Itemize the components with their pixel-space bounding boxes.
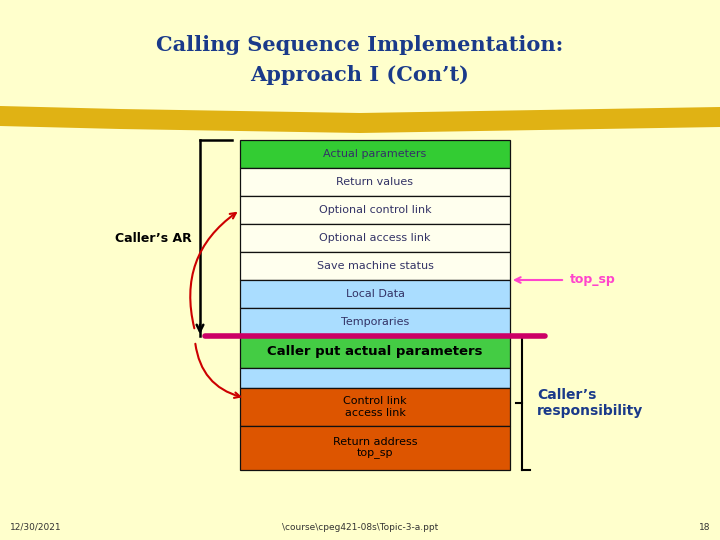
Text: Control link
access link: Control link access link bbox=[343, 396, 407, 418]
Text: 18: 18 bbox=[698, 523, 710, 532]
Bar bbox=[240, 426, 510, 470]
Bar bbox=[240, 224, 510, 252]
Text: Optional control link: Optional control link bbox=[319, 205, 431, 215]
Text: Temporaries: Temporaries bbox=[341, 317, 409, 327]
Text: Approach I (Con’t): Approach I (Con’t) bbox=[251, 65, 469, 85]
Polygon shape bbox=[0, 106, 720, 133]
Bar bbox=[240, 252, 510, 280]
Text: Actual parameters: Actual parameters bbox=[323, 149, 427, 159]
Text: Optional access link: Optional access link bbox=[319, 233, 431, 243]
Bar bbox=[240, 196, 510, 224]
Bar bbox=[240, 388, 510, 426]
Text: Local Data: Local Data bbox=[346, 289, 405, 299]
Bar bbox=[240, 368, 510, 388]
Bar bbox=[240, 308, 510, 336]
Bar bbox=[240, 140, 510, 168]
Text: Return values: Return values bbox=[336, 177, 413, 187]
Text: Caller’s
responsibility: Caller’s responsibility bbox=[537, 388, 643, 418]
Text: Return address
top_sp: Return address top_sp bbox=[333, 437, 418, 459]
Bar bbox=[240, 168, 510, 196]
Text: top_sp: top_sp bbox=[570, 273, 616, 287]
Text: 12/30/2021: 12/30/2021 bbox=[10, 523, 62, 532]
Bar bbox=[240, 336, 510, 368]
Bar bbox=[240, 280, 510, 308]
Text: Caller’s AR: Caller’s AR bbox=[115, 232, 192, 245]
Text: Caller put actual parameters: Caller put actual parameters bbox=[267, 346, 482, 359]
Text: Calling Sequence Implementation:: Calling Sequence Implementation: bbox=[156, 35, 564, 55]
Text: \course\cpeg421-08s\Topic-3-a.ppt: \course\cpeg421-08s\Topic-3-a.ppt bbox=[282, 523, 438, 532]
Text: Save machine status: Save machine status bbox=[317, 261, 433, 271]
